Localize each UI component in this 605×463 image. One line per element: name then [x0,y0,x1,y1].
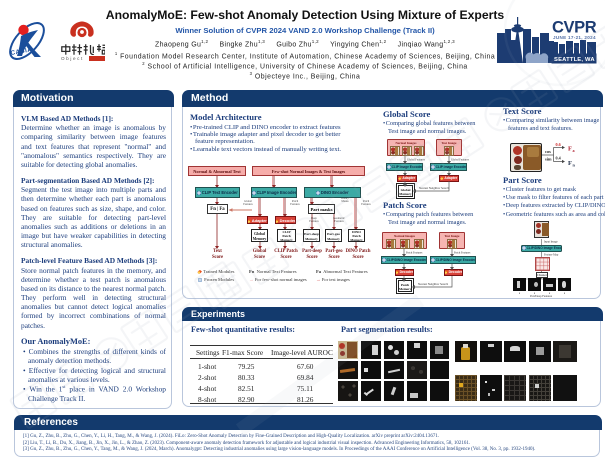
svg-text:Input Image: Input Image [544,241,558,244]
svg-text:cos: cos [545,149,551,154]
svg-text:CASIA: CASIA [10,46,33,57]
svg-text:F: F [568,160,572,167]
svg-text:Global Features: Global Features [407,159,425,162]
svg-text:F: F [568,146,572,153]
svg-text:JUNE 17-21, 2024: JUNE 17-21, 2024 [553,35,596,40]
svg-text:0.4: 0.4 [556,156,562,161]
svg-text:Patch Features: Patch Features [454,252,470,255]
svg-text:Feature Map: Feature Map [544,254,559,257]
svg-text:Nearest Neighbor Search: Nearest Neighbor Search [418,282,449,286]
svg-text:Patch Features: Patch Features [406,252,422,255]
svg-text:n: n [573,163,576,168]
svg-text:SEATTLE, WA: SEATTLE, WA [554,57,595,63]
svg-text:sim: sim [545,157,552,162]
svg-text:Global Features: Global Features [451,159,469,162]
svg-text:a: a [573,148,576,153]
svg-text:0.6: 0.6 [556,142,561,147]
svg-text:Nearest Neighbor Search: Nearest Neighbor Search [419,186,450,190]
